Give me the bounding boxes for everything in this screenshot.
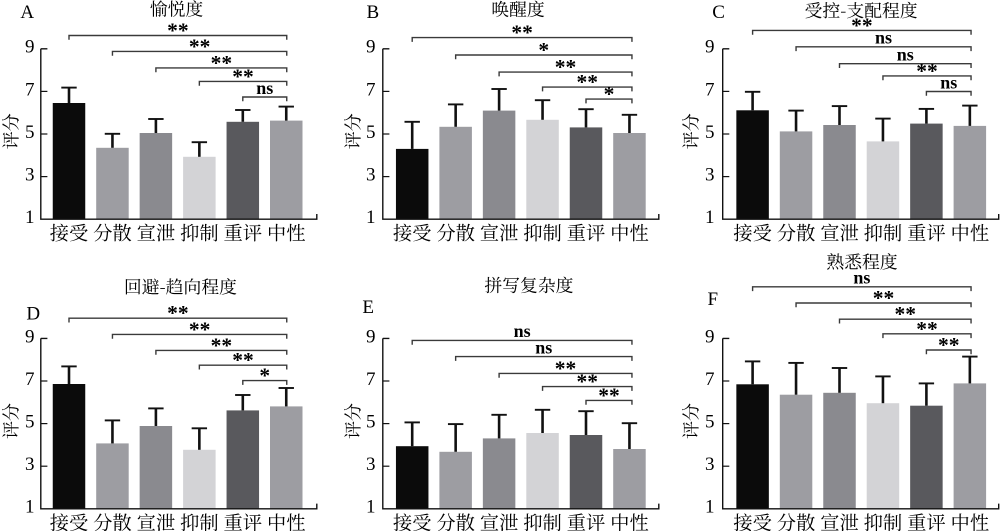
svg-text:**: ** [189, 34, 211, 58]
svg-text:**: ** [189, 317, 211, 341]
svg-text:*: * [538, 38, 549, 62]
svg-text:**: ** [851, 13, 873, 37]
svg-text:5: 5 [705, 122, 715, 143]
svg-text:ns: ns [535, 337, 552, 357]
svg-text:7: 7 [366, 79, 376, 100]
svg-text:**: ** [211, 333, 233, 357]
svg-text:**: ** [873, 286, 895, 310]
svg-text:7: 7 [25, 79, 35, 100]
svg-text:3: 3 [366, 165, 376, 186]
svg-text:9: 9 [25, 37, 35, 58]
svg-text:1: 1 [366, 207, 376, 228]
svg-text:B: B [367, 2, 380, 23]
svg-text:3: 3 [25, 454, 35, 475]
svg-text:ns: ns [514, 321, 531, 341]
svg-text:1: 1 [366, 497, 376, 518]
svg-text:7: 7 [25, 369, 35, 390]
svg-text:**: ** [232, 64, 254, 88]
svg-text:3: 3 [25, 165, 35, 186]
svg-text:3: 3 [705, 165, 715, 186]
svg-text:ns: ns [875, 28, 892, 48]
svg-text:**: ** [577, 370, 599, 394]
svg-text:**: ** [916, 59, 938, 83]
svg-text:**: ** [167, 301, 189, 325]
svg-text:7: 7 [705, 79, 715, 100]
svg-text:*: * [604, 82, 615, 106]
svg-text:**: ** [167, 19, 189, 43]
svg-text:*: * [259, 364, 270, 388]
svg-text:9: 9 [366, 37, 376, 58]
svg-text:9: 9 [366, 326, 376, 347]
svg-text:1: 1 [25, 497, 35, 518]
svg-text:**: ** [577, 70, 599, 94]
svg-text:7: 7 [366, 369, 376, 390]
svg-text:**: ** [232, 348, 254, 372]
svg-text:C: C [712, 2, 725, 23]
svg-text:ns: ns [897, 45, 914, 65]
svg-text:F: F [708, 289, 719, 310]
svg-text:A: A [20, 2, 34, 23]
svg-text:1: 1 [705, 207, 715, 228]
svg-text:**: ** [895, 302, 917, 326]
svg-text:9: 9 [705, 326, 715, 347]
svg-text:**: ** [938, 333, 960, 357]
svg-text:**: ** [598, 383, 620, 407]
svg-text:5: 5 [366, 412, 376, 433]
svg-text:3: 3 [366, 454, 376, 475]
svg-text:E: E [362, 297, 374, 318]
svg-text:3: 3 [705, 454, 715, 475]
svg-text:1: 1 [705, 497, 715, 518]
svg-text:D: D [26, 303, 40, 324]
svg-text:5: 5 [705, 412, 715, 433]
svg-text:**: ** [511, 21, 533, 45]
svg-text:**: ** [211, 51, 233, 75]
svg-text:9: 9 [705, 37, 715, 58]
svg-text:5: 5 [366, 122, 376, 143]
svg-text:ns: ns [940, 72, 957, 92]
svg-text:ns: ns [256, 78, 273, 98]
svg-text:**: ** [555, 356, 577, 380]
svg-text:5: 5 [25, 122, 35, 143]
svg-text:1: 1 [25, 207, 35, 228]
svg-text:9: 9 [25, 326, 35, 347]
svg-text:**: ** [916, 317, 938, 341]
svg-text:ns: ns [853, 268, 870, 288]
svg-text:5: 5 [25, 412, 35, 433]
svg-text:**: ** [555, 55, 577, 79]
svg-text:7: 7 [705, 369, 715, 390]
